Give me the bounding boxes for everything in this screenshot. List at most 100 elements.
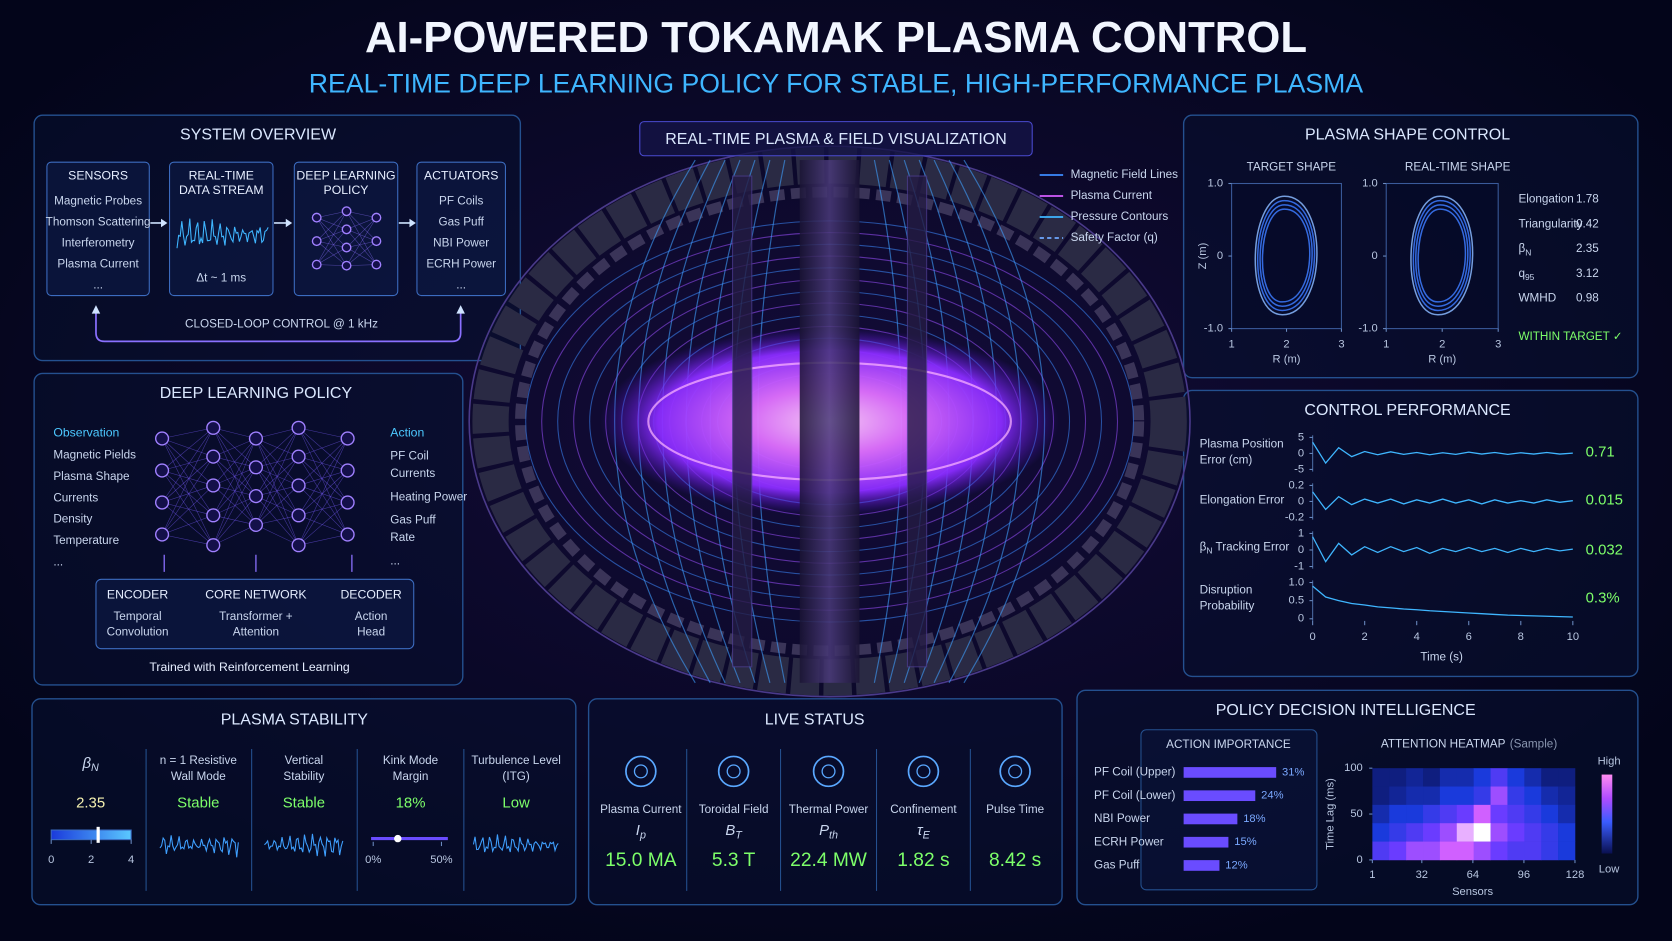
loop-line	[95, 311, 462, 343]
network-edge	[346, 211, 377, 265]
network-edge	[162, 502, 214, 516]
heat-cell	[1439, 841, 1458, 861]
network-edge	[213, 438, 257, 457]
network-edge	[298, 470, 348, 516]
heat-cell	[1439, 768, 1458, 787]
block-title: SENSORS	[68, 168, 128, 182]
heat-cell	[1490, 804, 1508, 824]
network-edge	[346, 217, 377, 266]
heat-cell	[1490, 841, 1508, 861]
network-edge	[316, 217, 347, 248]
shape-contour	[1259, 204, 1313, 307]
value-label: 24%	[1261, 790, 1283, 802]
heat-cell	[1473, 804, 1491, 824]
arrow-head	[91, 305, 101, 314]
network-edge	[161, 470, 214, 516]
metric-label: Vertical	[285, 754, 323, 767]
network-edge	[161, 456, 214, 503]
metric-name: Triangularity	[1518, 217, 1582, 230]
network-node	[340, 527, 355, 542]
subscript: p	[639, 829, 646, 841]
network-edge	[255, 467, 299, 516]
heat-cell	[1439, 823, 1458, 842]
metric-value: 2.35	[76, 794, 105, 811]
heat-cell	[1372, 786, 1390, 806]
heat-cell	[1558, 823, 1576, 842]
y-tick-label: 0	[1298, 447, 1304, 459]
heat-cell	[1423, 804, 1441, 824]
y-axis-label: Z (m)	[1197, 242, 1209, 269]
network-edge	[255, 456, 299, 526]
module-name: ENCODER	[107, 588, 168, 602]
network-node	[371, 236, 382, 247]
network-edge	[298, 502, 348, 516]
network-edge	[346, 240, 377, 248]
gauge-tick-label: 0	[48, 854, 54, 866]
block-title: DATA STREAM	[179, 183, 264, 197]
network-edge	[161, 438, 214, 457]
y-tick-label: 0	[1298, 544, 1304, 556]
colorbar	[1601, 774, 1613, 854]
heat-cell	[1541, 768, 1559, 787]
x-tick-label: 2	[1439, 339, 1445, 351]
plot-frame	[1231, 182, 1342, 330]
y-tick-label: 50	[1350, 808, 1362, 820]
network-edge	[316, 217, 347, 230]
trace	[1312, 491, 1573, 511]
network-edge	[298, 438, 348, 457]
status-symbol: τE	[917, 822, 931, 841]
trace	[1312, 441, 1573, 465]
y-tick-label: 0	[1298, 613, 1304, 625]
heat-cell	[1507, 786, 1525, 806]
network-node	[206, 449, 221, 464]
arrow-head	[161, 218, 168, 228]
network-edge	[298, 427, 348, 535]
metric-value: 3.12	[1576, 267, 1599, 280]
heat-cell	[1456, 841, 1474, 861]
heat-cell	[1558, 786, 1576, 806]
panel-footer: Trained with Reinforcement Learning	[149, 660, 350, 674]
panel	[587, 698, 1063, 906]
network-edge	[213, 485, 256, 497]
network-node	[341, 260, 352, 271]
network-node	[154, 495, 170, 510]
network-node	[291, 508, 306, 523]
module-name: DECODER	[340, 588, 401, 602]
network-node	[206, 508, 221, 523]
symbol: β	[1518, 242, 1525, 255]
category-label: PF Coil (Upper)	[1094, 766, 1175, 779]
metric-name: βN	[1518, 242, 1531, 257]
page-subtitle: REAL-TIME DEEP LEARNING POLICY FOR STABL…	[309, 68, 1364, 98]
metric-label: Turbulence Level	[471, 754, 560, 767]
network-edge	[346, 217, 377, 248]
status-symbol: Pth	[819, 822, 838, 841]
y-tick-label: 1.0	[1289, 576, 1305, 588]
network-edge	[298, 438, 348, 516]
network-edge	[298, 534, 348, 546]
action-item: Gas Puff	[390, 514, 436, 527]
network-node	[341, 206, 352, 217]
heading: Observation	[53, 425, 119, 439]
sub-title: ATTENTION HEATMAP (Sample)	[1381, 738, 1557, 751]
legend-label: Safety Factor (q)	[1071, 231, 1158, 244]
network-node	[311, 259, 322, 270]
network-edge	[346, 264, 377, 266]
heat-cell	[1473, 841, 1491, 861]
y-axis-label: Time Lag (ms)	[1325, 778, 1337, 850]
shape-contour	[1412, 199, 1471, 312]
legend-label: Pressure Contours	[1071, 210, 1169, 223]
heat-cell	[1473, 768, 1491, 787]
value-label: 12%	[1225, 859, 1247, 871]
y-tick-label: 1.0	[1362, 177, 1378, 189]
network-edge	[255, 427, 299, 526]
heat-cell	[1507, 841, 1525, 861]
gauge-tick-label: 4	[128, 854, 134, 866]
panel-title: LIVE STATUS	[765, 711, 865, 728]
heat-cell	[1423, 823, 1441, 842]
metric-value: 0.98	[1576, 292, 1599, 305]
y-tick-label: 1.0	[1208, 177, 1224, 189]
network-edge	[161, 470, 214, 546]
status-value: 1.82 s	[897, 850, 949, 871]
module-name: CORE NETWORK	[205, 588, 307, 602]
